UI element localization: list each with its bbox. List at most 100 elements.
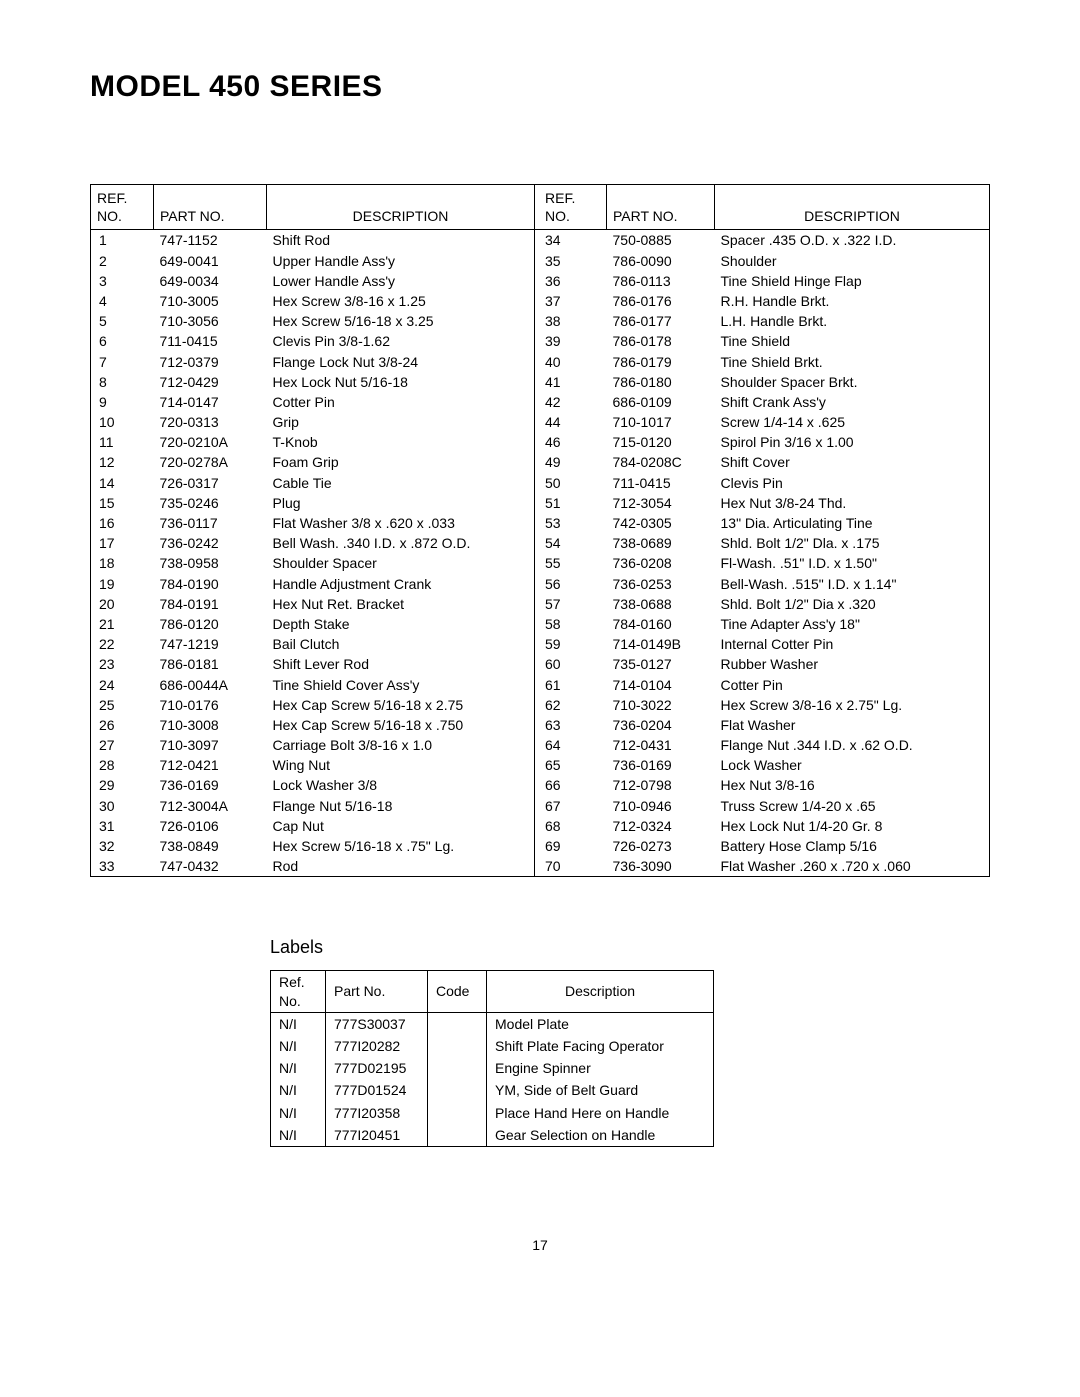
table-row-ref: 11 bbox=[91, 432, 154, 452]
table-row-part: 784-0160 bbox=[607, 614, 715, 634]
table-row-part: 786-0176 bbox=[607, 291, 715, 311]
table-row-desc: Cotter Pin bbox=[267, 392, 535, 412]
table-row-part: 747-1152 bbox=[154, 230, 267, 251]
table-row-ref: 63 bbox=[535, 715, 607, 735]
table-row-desc: Hex Nut 3/8-24 Thd. bbox=[715, 493, 990, 513]
table-row-desc: Shift Lever Rod bbox=[267, 654, 535, 674]
table-row-ref: 16 bbox=[91, 513, 154, 533]
table-row-desc: Bail Clutch bbox=[267, 634, 535, 654]
table-row-desc: Rod bbox=[267, 856, 535, 877]
table-row-desc: Tine Shield Hinge Flap bbox=[715, 271, 990, 291]
table-row-desc: Bell-Wash. .515" I.D. x 1.14" bbox=[715, 574, 990, 594]
table-row-ref: 28 bbox=[91, 755, 154, 775]
hdr-ref-right: REF. NO. bbox=[535, 185, 607, 230]
table-row-ref: 56 bbox=[535, 574, 607, 594]
table-row-desc: Truss Screw 1/4-20 x .65 bbox=[715, 796, 990, 816]
table-row-part: 736-0204 bbox=[607, 715, 715, 735]
table-row-ref: 35 bbox=[535, 251, 607, 271]
table-row-part: 710-3005 bbox=[154, 291, 267, 311]
page-title: MODEL 450 SERIES bbox=[90, 70, 990, 104]
table-row-ref: 17 bbox=[91, 533, 154, 553]
labels-hdr-desc: Description bbox=[487, 971, 714, 1012]
table-row-ref: 32 bbox=[91, 836, 154, 856]
table-row-part: 736-0169 bbox=[607, 755, 715, 775]
table-row-ref: 1 bbox=[91, 230, 154, 251]
table-row-ref: 8 bbox=[91, 372, 154, 392]
labels-row-part: 777S30037 bbox=[326, 1012, 428, 1035]
table-row-part: 786-0177 bbox=[607, 311, 715, 331]
labels-row-ref: N/I bbox=[271, 1057, 326, 1079]
table-row-part: 712-3004A bbox=[154, 796, 267, 816]
table-row-ref: 3 bbox=[91, 271, 154, 291]
labels-row-desc: Model Plate bbox=[487, 1012, 714, 1035]
labels-row-code bbox=[428, 1102, 487, 1124]
table-row-part: 714-0147 bbox=[154, 392, 267, 412]
table-row-part: 786-0120 bbox=[154, 614, 267, 634]
table-row-part: 712-0379 bbox=[154, 352, 267, 372]
table-row-desc: Shoulder Spacer Brkt. bbox=[715, 372, 990, 392]
table-row-desc: Grip bbox=[267, 412, 535, 432]
table-row-desc: Depth Stake bbox=[267, 614, 535, 634]
table-row-part: 710-3056 bbox=[154, 311, 267, 331]
table-row-desc: Foam Grip bbox=[267, 452, 535, 472]
table-row-desc: Screw 1/4-14 x .625 bbox=[715, 412, 990, 432]
table-row-desc: Cap Nut bbox=[267, 816, 535, 836]
table-row-ref: 70 bbox=[535, 856, 607, 877]
table-row-part: 712-0324 bbox=[607, 816, 715, 836]
table-row-desc: Lock Washer bbox=[715, 755, 990, 775]
table-row-desc: Spirol Pin 3/16 x 1.00 bbox=[715, 432, 990, 452]
table-row-desc: L.H. Handle Brkt. bbox=[715, 311, 990, 331]
table-row-part: 710-3097 bbox=[154, 735, 267, 755]
labels-row-part: 777I20358 bbox=[326, 1102, 428, 1124]
table-row-part: 736-0253 bbox=[607, 574, 715, 594]
table-row-part: 784-0208C bbox=[607, 452, 715, 472]
table-row-desc: Cable Tie bbox=[267, 473, 535, 493]
table-row-ref: 29 bbox=[91, 775, 154, 795]
table-row-part: 738-0688 bbox=[607, 594, 715, 614]
table-row-ref: 69 bbox=[535, 836, 607, 856]
table-row-ref: 24 bbox=[91, 675, 154, 695]
hdr-partno-left: PART NO. bbox=[154, 185, 267, 230]
labels-hdr-part: Part No. bbox=[326, 971, 428, 1012]
table-row-desc: Tine Shield Brkt. bbox=[715, 352, 990, 372]
table-row-part: 747-1219 bbox=[154, 634, 267, 654]
table-row-ref: 57 bbox=[535, 594, 607, 614]
table-row-desc: Hex Screw 3/8-16 x 1.25 bbox=[267, 291, 535, 311]
labels-row-desc: Shift Plate Facing Operator bbox=[487, 1035, 714, 1057]
table-row-ref: 15 bbox=[91, 493, 154, 513]
table-row-ref: 42 bbox=[535, 392, 607, 412]
table-row-ref: 38 bbox=[535, 311, 607, 331]
table-row-desc: Battery Hose Clamp 5/16 bbox=[715, 836, 990, 856]
table-row-part: 786-0113 bbox=[607, 271, 715, 291]
table-row-desc: Shift Rod bbox=[267, 230, 535, 251]
table-row-part: 686-0044A bbox=[154, 675, 267, 695]
labels-row-ref: N/I bbox=[271, 1102, 326, 1124]
table-row-ref: 41 bbox=[535, 372, 607, 392]
table-row-ref: 6 bbox=[91, 331, 154, 351]
table-row-ref: 55 bbox=[535, 553, 607, 573]
table-row-desc: Tine Shield bbox=[715, 331, 990, 351]
table-row-ref: 34 bbox=[535, 230, 607, 251]
table-row-desc: Internal Cotter Pin bbox=[715, 634, 990, 654]
labels-row-ref: N/I bbox=[271, 1012, 326, 1035]
table-row-desc: Flange Lock Nut 3/8-24 bbox=[267, 352, 535, 372]
table-row-desc: Plug bbox=[267, 493, 535, 513]
table-row-part: 747-0432 bbox=[154, 856, 267, 877]
labels-row-desc: Engine Spinner bbox=[487, 1057, 714, 1079]
table-row-part: 649-0034 bbox=[154, 271, 267, 291]
hdr-desc-left: DESCRIPTION bbox=[267, 185, 535, 230]
table-row-desc: Shoulder Spacer bbox=[267, 553, 535, 573]
table-row-part: 710-0946 bbox=[607, 796, 715, 816]
table-row-desc: Clevis Pin 3/8-1.62 bbox=[267, 331, 535, 351]
table-row-part: 712-0421 bbox=[154, 755, 267, 775]
table-row-part: 736-0208 bbox=[607, 553, 715, 573]
table-row-ref: 36 bbox=[535, 271, 607, 291]
table-row-desc: Shoulder bbox=[715, 251, 990, 271]
table-row-ref: 23 bbox=[91, 654, 154, 674]
table-row-desc: Lower Handle Ass'y bbox=[267, 271, 535, 291]
table-row-ref: 30 bbox=[91, 796, 154, 816]
table-row-ref: 54 bbox=[535, 533, 607, 553]
table-row-part: 710-0176 bbox=[154, 695, 267, 715]
table-row-desc: Hex Screw 3/8-16 x 2.75" Lg. bbox=[715, 695, 990, 715]
labels-row-part: 777I20451 bbox=[326, 1124, 428, 1147]
